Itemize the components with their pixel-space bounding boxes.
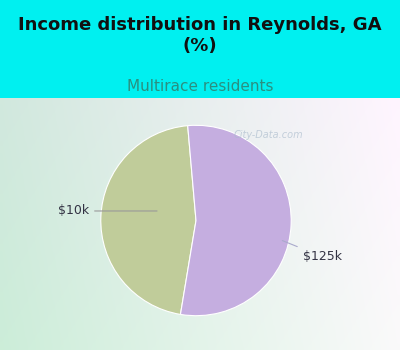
Text: Income distribution in Reynolds, GA
(%): Income distribution in Reynolds, GA (%) [18,16,382,55]
Text: Multirace residents: Multirace residents [127,79,273,93]
Wedge shape [180,125,291,316]
Wedge shape [101,126,196,314]
Text: City-Data.com: City-Data.com [234,130,303,140]
Text: $10k: $10k [58,204,157,217]
Text: $125k: $125k [282,240,342,263]
